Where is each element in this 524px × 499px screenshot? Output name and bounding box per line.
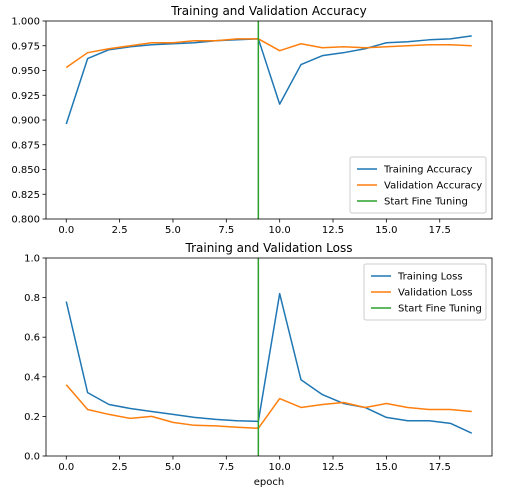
axes-frame	[45, 20, 493, 220]
chart-title: Training and Validation Accuracy	[170, 4, 366, 18]
x-axis-label: epoch	[254, 477, 284, 488]
y-tick-label: 0.4	[24, 372, 40, 383]
x-tick-label: 2.5	[112, 462, 128, 473]
x-tick-label: 15.0	[375, 462, 397, 473]
legend-item-start-fine-tuning: Start Fine Tuning	[357, 197, 468, 208]
axes-frame	[45, 257, 493, 457]
x-tick-label: 15.0	[375, 225, 397, 236]
y-tick-label: 0.850	[11, 165, 40, 176]
y-tick-label: 0.875	[11, 140, 40, 151]
y-tick-label: 1.0	[24, 254, 40, 265]
y-tick-label: 0.950	[11, 66, 40, 77]
legend: Training Loss Validation Loss Start Fine…	[363, 263, 487, 321]
legend-label: Validation Accuracy	[384, 181, 482, 192]
legend-item-training-accuracy: Training Accuracy	[357, 165, 472, 176]
chart-title: Training and Validation Loss	[185, 241, 353, 255]
x-axis: 0.0 2.5 5.0 7.5 10.0 12.5 15.0 17.5	[58, 456, 451, 473]
x-tick-label: 12.5	[322, 462, 344, 473]
y-tick-label: 0.2	[24, 412, 40, 423]
y-tick-label: 0.925	[11, 91, 40, 102]
x-tick-label: 7.5	[218, 225, 234, 236]
series-line-validation-loss	[65, 384, 472, 430]
legend-box	[363, 263, 487, 321]
y-tick-label: 0.825	[11, 190, 40, 201]
x-tick-label: 10.0	[269, 225, 291, 236]
y-axis: 0.0 0.2 0.4 0.6 0.8 1.0	[24, 254, 46, 463]
loss-chart: Training and Validation Loss 0.0 2.5 5.0 7.…	[24, 241, 493, 488]
y-tick-label: 0.800	[11, 215, 40, 226]
y-tick-label: 0.0	[24, 452, 40, 463]
x-tick-label: 12.5	[322, 225, 344, 236]
x-axis: 0.0 2.5 5.0 7.5 10.0 12.5 15.0 17.5	[58, 219, 451, 236]
legend-item-training-loss: Training Loss	[371, 272, 463, 283]
x-tick-label: 2.5	[112, 225, 128, 236]
legend-label: Validation Loss	[398, 288, 473, 299]
accuracy-chart: Training and Validation Accuracy 0.0 2.5 5…	[11, 4, 493, 236]
series-line-training-accuracy	[65, 35, 472, 125]
y-tick-label: 0.6	[24, 333, 40, 344]
x-tick-label: 10.0	[269, 462, 291, 473]
legend-label: Start Fine Tuning	[384, 197, 468, 208]
legend-box	[349, 156, 487, 214]
legend-label: Start Fine Tuning	[398, 304, 482, 315]
plot-lines	[65, 21, 472, 219]
y-tick-label: 0.900	[11, 116, 40, 127]
legend-label: Training Loss	[397, 272, 463, 283]
y-tick-label: 0.8	[24, 293, 40, 304]
legend-item-validation-accuracy: Validation Accuracy	[357, 181, 482, 192]
x-tick-label: 17.5	[429, 225, 451, 236]
x-tick-label: 0.0	[58, 462, 74, 473]
legend-item-validation-loss: Validation Loss	[371, 288, 473, 299]
legend-item-start-fine-tuning: Start Fine Tuning	[371, 304, 482, 315]
x-tick-label: 0.0	[58, 225, 74, 236]
y-tick-label: 1.000	[11, 17, 40, 28]
y-tick-label: 0.975	[11, 41, 40, 52]
y-axis: 0.800 0.825 0.850 0.875 0.900 0.925 0.950 0.975…	[11, 17, 46, 226]
legend: Training Accuracy Validation Accuracy St…	[349, 156, 487, 214]
x-tick-label: 5.0	[165, 462, 181, 473]
legend-label: Training Accuracy	[383, 165, 472, 176]
series-line-validation-accuracy	[65, 38, 472, 69]
x-tick-label: 5.0	[165, 225, 181, 236]
series-line-training-loss	[65, 292, 473, 434]
plot-lines	[65, 258, 473, 456]
x-tick-label: 7.5	[218, 462, 234, 473]
x-tick-label: 17.5	[429, 462, 451, 473]
